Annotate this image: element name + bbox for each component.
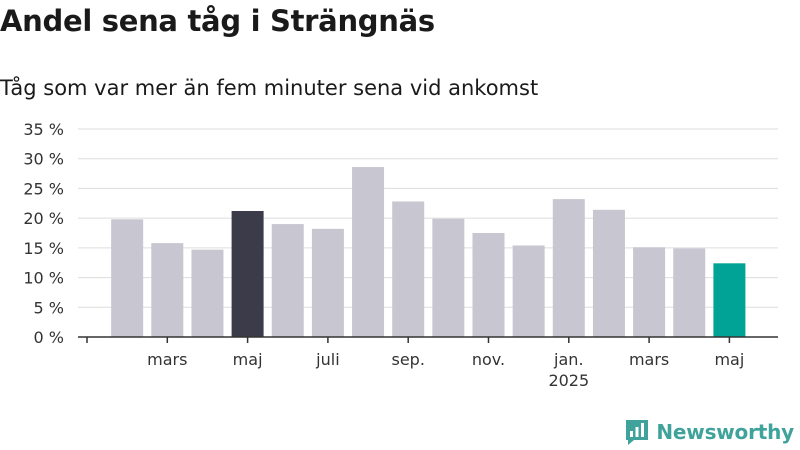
bar-chart: 0 % 5 % 10 % 15 % 20 % 25 % 30 % 35 % mars maj ju… (23, 120, 778, 390)
x-tick-label: maj (233, 350, 263, 369)
x-tick-label: mars (147, 350, 187, 369)
bar (713, 263, 746, 337)
bar (552, 199, 585, 337)
bar (231, 211, 264, 337)
bar (673, 248, 706, 337)
bar (633, 247, 666, 337)
y-tick-label: 5 % (34, 298, 64, 317)
bar (352, 167, 385, 337)
y-tick-label: 0 % (34, 328, 64, 347)
y-tick-label: 15 % (23, 239, 64, 258)
y-tick-label: 30 % (23, 150, 64, 169)
x-tick-label: sep. (391, 350, 424, 369)
bar (111, 219, 144, 337)
chart-subtitle: Tåg som var mer än fem minuter sena vid … (0, 76, 539, 100)
bars (111, 167, 746, 337)
bar (271, 224, 304, 337)
x-tick-sublabel: 2025 (548, 371, 589, 390)
x-tick-label: jan. (553, 350, 583, 369)
x-axis: mars maj juli sep. nov. jan. 2025 mars maj (78, 336, 778, 390)
brand-logo: Newsworthy (624, 418, 794, 446)
bar (311, 228, 344, 337)
bar (191, 249, 224, 337)
chart-title: Andel sena tåg i Strängnäs (0, 4, 435, 38)
bar (512, 245, 545, 337)
bar (432, 218, 465, 337)
y-tick-label: 20 % (23, 209, 64, 228)
newsworthy-logo-icon (626, 420, 649, 445)
x-tick-label: juli (315, 350, 339, 369)
x-tick-label: mars (629, 350, 669, 369)
y-tick-label: 10 % (23, 269, 64, 288)
brand-name: Newsworthy (656, 420, 794, 444)
y-tick-label: 25 % (23, 179, 64, 198)
bar (472, 233, 505, 337)
y-axis-tick-labels: 0 % 5 % 10 % 15 % 20 % 25 % 30 % 35 % (23, 120, 64, 347)
x-tick-label: maj (714, 350, 744, 369)
bar (592, 209, 625, 337)
x-tick-label: nov. (472, 350, 505, 369)
bar (392, 201, 425, 337)
bar (151, 243, 184, 337)
y-tick-label: 35 % (23, 120, 64, 139)
